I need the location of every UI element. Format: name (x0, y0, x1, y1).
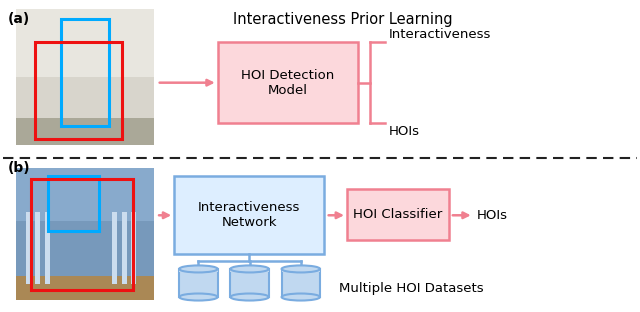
Ellipse shape (230, 294, 269, 300)
Text: (b): (b) (8, 161, 30, 175)
Ellipse shape (282, 294, 320, 300)
Text: HOIs: HOIs (477, 209, 508, 222)
Text: HOI Classifier: HOI Classifier (353, 208, 443, 221)
Ellipse shape (230, 266, 269, 272)
FancyBboxPatch shape (16, 118, 154, 145)
FancyBboxPatch shape (179, 269, 218, 272)
Text: Multiple HOI Datasets: Multiple HOI Datasets (339, 282, 484, 295)
FancyBboxPatch shape (16, 9, 154, 145)
Text: Interactiveness Prior Learning: Interactiveness Prior Learning (232, 12, 452, 27)
FancyBboxPatch shape (230, 269, 269, 297)
FancyBboxPatch shape (218, 42, 358, 123)
FancyBboxPatch shape (16, 276, 154, 300)
FancyBboxPatch shape (174, 176, 324, 254)
Ellipse shape (282, 266, 320, 272)
FancyBboxPatch shape (45, 212, 50, 284)
Ellipse shape (179, 266, 218, 272)
Text: Interactiveness: Interactiveness (388, 27, 491, 41)
Ellipse shape (179, 294, 218, 300)
Text: HOIs: HOIs (388, 125, 419, 138)
FancyBboxPatch shape (131, 212, 136, 284)
FancyBboxPatch shape (230, 269, 269, 272)
FancyBboxPatch shape (122, 212, 127, 284)
FancyBboxPatch shape (16, 168, 154, 221)
FancyBboxPatch shape (16, 168, 154, 300)
FancyBboxPatch shape (16, 9, 154, 77)
FancyBboxPatch shape (26, 212, 31, 284)
FancyBboxPatch shape (282, 269, 320, 272)
FancyBboxPatch shape (282, 269, 320, 297)
Text: HOI Detection
Model: HOI Detection Model (241, 69, 335, 97)
Text: (a): (a) (8, 12, 30, 27)
FancyBboxPatch shape (347, 189, 449, 240)
FancyBboxPatch shape (35, 212, 40, 284)
Text: Interactiveness
Network: Interactiveness Network (198, 201, 300, 229)
FancyBboxPatch shape (179, 269, 218, 297)
FancyBboxPatch shape (112, 212, 117, 284)
